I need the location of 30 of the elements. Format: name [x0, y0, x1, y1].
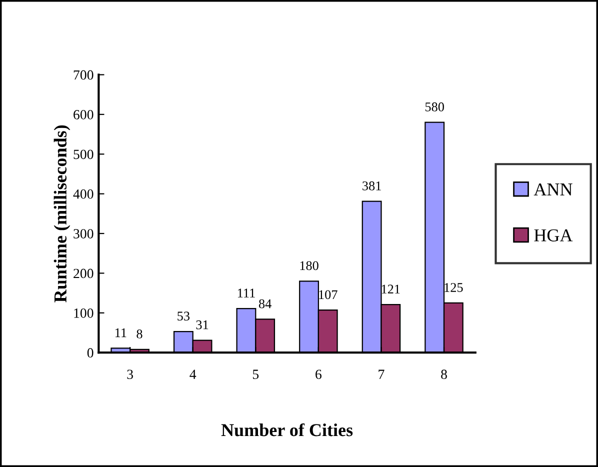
- y-tick-label: 0: [87, 348, 94, 358]
- x-tick-label: 4: [190, 370, 196, 379]
- data-label: 84: [258, 299, 272, 308]
- y-axis-title: Runtime (milliseconds): [54, 125, 70, 302]
- legend-label: HGA: [534, 229, 573, 242]
- data-label: 180: [300, 261, 318, 270]
- data-label: 8: [136, 329, 142, 338]
- data-label: 580: [425, 102, 444, 112]
- x-tick-label: 3: [127, 370, 133, 380]
- data-label: 107: [319, 290, 338, 300]
- data-label: 53: [178, 312, 190, 321]
- y-tick-label: 600: [74, 110, 94, 120]
- y-tick-label: 100: [74, 308, 94, 318]
- data-label: 121: [382, 284, 400, 294]
- x-tick-label: 8: [441, 370, 447, 380]
- y-tick-label: 400: [73, 189, 94, 199]
- data-label: 11: [115, 328, 126, 338]
- x-tick-label: 7: [378, 370, 384, 379]
- data-label: 31: [196, 320, 208, 330]
- y-tick-label: 300: [74, 229, 94, 238]
- x-tick-label: 6: [316, 370, 322, 380]
- y-tick-label: 500: [74, 150, 94, 160]
- data-label: 381: [362, 181, 381, 190]
- data-label: 125: [444, 283, 463, 292]
- data-label: 111: [238, 288, 255, 298]
- y-tick-label: 200: [74, 268, 94, 278]
- x-tick-label: 5: [252, 370, 259, 380]
- legend-label: ANN: [534, 183, 572, 196]
- x-axis-title: Number of Cities: [221, 423, 353, 436]
- y-tick-label: 700: [74, 70, 94, 80]
